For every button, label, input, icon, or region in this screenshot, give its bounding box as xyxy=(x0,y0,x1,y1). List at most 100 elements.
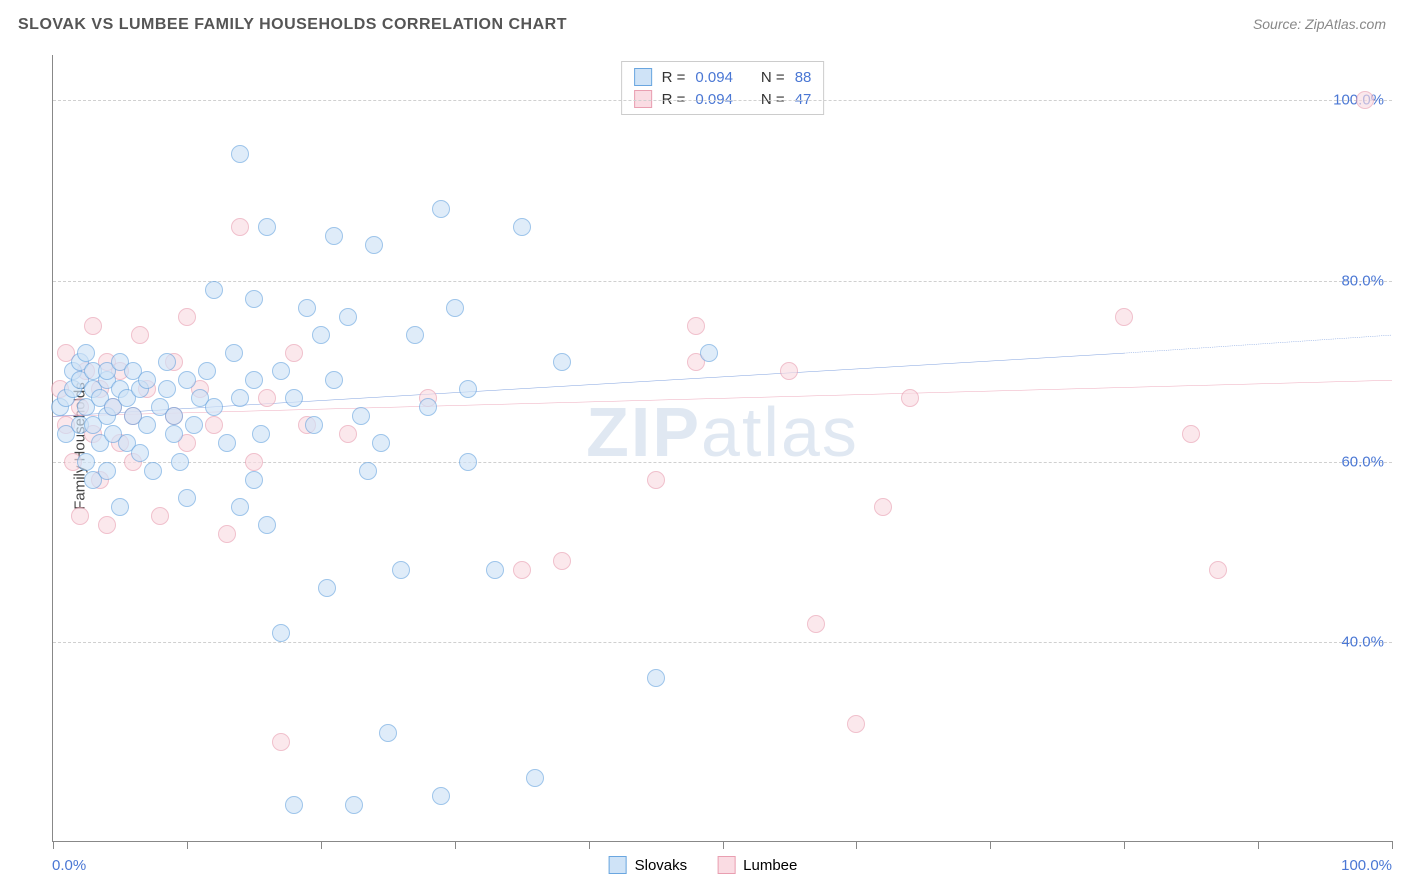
scatter-point-b xyxy=(98,516,116,534)
legend-top-row-a: R = 0.094 N = 88 xyxy=(634,66,812,88)
scatter-point-a xyxy=(138,416,156,434)
x-tick xyxy=(1124,841,1125,849)
scatter-point-a xyxy=(245,290,263,308)
scatter-point-a xyxy=(325,227,343,245)
x-tick xyxy=(856,841,857,849)
scatter-point-a xyxy=(198,362,216,380)
legend-label-b: Lumbee xyxy=(743,857,797,874)
scatter-point-a xyxy=(339,308,357,326)
scatter-point-a xyxy=(406,326,424,344)
scatter-point-a xyxy=(305,416,323,434)
scatter-point-a xyxy=(218,434,236,452)
x-tick xyxy=(321,841,322,849)
scatter-point-a xyxy=(285,389,303,407)
scatter-point-a xyxy=(459,453,477,471)
chart-title: SLOVAK VS LUMBEE FAMILY HOUSEHOLDS CORRE… xyxy=(18,16,567,34)
scatter-point-b xyxy=(71,507,89,525)
legend-label-a: Slovaks xyxy=(635,857,688,874)
scatter-point-a xyxy=(553,353,571,371)
x-tick xyxy=(990,841,991,849)
scatter-point-a xyxy=(205,398,223,416)
scatter-point-b xyxy=(84,317,102,335)
scatter-point-a xyxy=(345,796,363,814)
x-axis-label-max: 100.0% xyxy=(1341,857,1392,874)
scatter-point-a xyxy=(231,145,249,163)
legend-item-a: Slovaks xyxy=(609,856,688,874)
scatter-point-b xyxy=(874,498,892,516)
scatter-point-a xyxy=(372,434,390,452)
scatter-point-a xyxy=(171,453,189,471)
grid-line xyxy=(53,100,1392,101)
scatter-point-a xyxy=(298,299,316,317)
scatter-point-b xyxy=(1182,425,1200,443)
scatter-point-a xyxy=(446,299,464,317)
scatter-point-b xyxy=(218,525,236,543)
grid-line xyxy=(53,642,1392,643)
scatter-point-a xyxy=(245,471,263,489)
scatter-point-b xyxy=(245,453,263,471)
scatter-point-a xyxy=(144,462,162,480)
scatter-point-b xyxy=(901,389,919,407)
scatter-point-b xyxy=(205,416,223,434)
y-tick-label: 60.0% xyxy=(1341,453,1384,470)
y-tick-label: 80.0% xyxy=(1341,272,1384,289)
legend-bottom: Slovaks Lumbee xyxy=(609,856,798,874)
scatter-point-a xyxy=(231,389,249,407)
scatter-point-b xyxy=(231,218,249,236)
trend-lines-svg xyxy=(53,55,1392,841)
legend-top: R = 0.094 N = 88 R = 0.094 N = 47 xyxy=(621,61,825,115)
x-tick xyxy=(455,841,456,849)
swatch-series-b xyxy=(634,90,652,108)
scatter-point-a xyxy=(77,453,95,471)
scatter-point-a xyxy=(432,200,450,218)
scatter-point-a xyxy=(252,425,270,443)
scatter-point-a xyxy=(165,425,183,443)
scatter-point-b xyxy=(1115,308,1133,326)
scatter-point-a xyxy=(432,787,450,805)
scatter-point-a xyxy=(352,407,370,425)
scatter-point-a xyxy=(258,218,276,236)
y-tick-label: 40.0% xyxy=(1341,634,1384,651)
scatter-point-a xyxy=(158,353,176,371)
n-label: N = xyxy=(761,69,785,86)
x-axis-label-min: 0.0% xyxy=(52,857,86,874)
scatter-point-b xyxy=(178,308,196,326)
scatter-point-a xyxy=(419,398,437,416)
scatter-point-a xyxy=(325,371,343,389)
scatter-point-b xyxy=(1356,91,1374,109)
scatter-point-a xyxy=(647,669,665,687)
scatter-point-a xyxy=(205,281,223,299)
scatter-point-b xyxy=(647,471,665,489)
scatter-point-a xyxy=(318,579,336,597)
scatter-point-a xyxy=(459,380,477,398)
scatter-point-b xyxy=(1209,561,1227,579)
x-tick xyxy=(589,841,590,849)
scatter-point-b xyxy=(272,733,290,751)
scatter-point-a xyxy=(285,796,303,814)
source-label: Source: ZipAtlas.com xyxy=(1253,16,1386,32)
r-label: R = xyxy=(662,69,686,86)
scatter-point-a xyxy=(392,561,410,579)
scatter-point-b xyxy=(780,362,798,380)
scatter-point-a xyxy=(77,344,95,362)
scatter-point-a xyxy=(245,371,263,389)
n-label: N = xyxy=(761,91,785,108)
scatter-point-b xyxy=(807,615,825,633)
scatter-point-a xyxy=(231,498,249,516)
swatch-series-a xyxy=(609,856,627,874)
watermark: ZIPatlas xyxy=(586,392,859,472)
x-tick xyxy=(1258,841,1259,849)
n-value-b: 47 xyxy=(795,91,812,108)
scatter-point-a xyxy=(312,326,330,344)
scatter-point-b xyxy=(151,507,169,525)
scatter-point-b xyxy=(339,425,357,443)
scatter-point-a xyxy=(185,416,203,434)
scatter-point-a xyxy=(486,561,504,579)
swatch-series-a xyxy=(634,68,652,86)
scatter-point-b xyxy=(131,326,149,344)
x-tick xyxy=(187,841,188,849)
chart-container: SLOVAK VS LUMBEE FAMILY HOUSEHOLDS CORRE… xyxy=(0,0,1406,892)
n-value-a: 88 xyxy=(795,69,812,86)
scatter-point-a xyxy=(365,236,383,254)
scatter-point-b xyxy=(847,715,865,733)
